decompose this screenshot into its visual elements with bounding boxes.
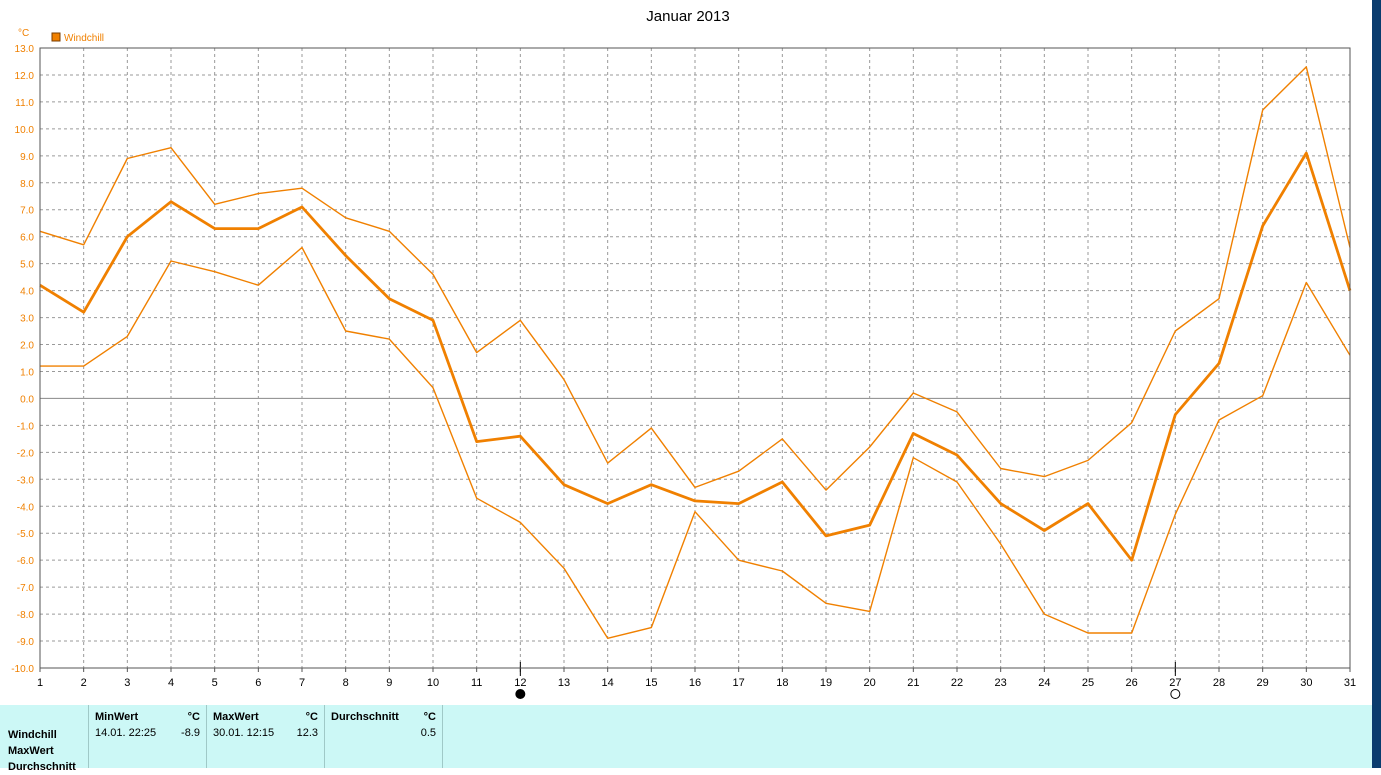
y-tick-label: 13.0 — [15, 44, 35, 55]
legend-swatch — [51, 32, 61, 42]
y-tick-label: 4.0 — [20, 287, 34, 298]
x-tick-label: 28 — [1213, 677, 1225, 689]
axes: 13.012.011.010.09.08.07.06.05.04.03.02.0… — [11, 44, 1356, 689]
stat-avg-header: Durchschnitt — [331, 711, 399, 723]
row-label-durchschnitt: Durchschnitt — [8, 761, 76, 773]
x-tick-label: 4 — [168, 677, 174, 689]
x-tick-label: 23 — [995, 677, 1007, 689]
series-line-2 — [40, 246, 1351, 639]
series-line-1 — [39, 151, 1352, 562]
x-tick-label: 3 — [124, 677, 130, 689]
x-tick-label: 19 — [820, 677, 832, 689]
grid — [40, 48, 1350, 668]
moon-markers — [515, 662, 1181, 699]
x-tick-label: 30 — [1300, 677, 1312, 689]
stat-avg-value: 0.5 — [420, 727, 436, 739]
stat-max-value: 12.3 — [296, 727, 318, 739]
x-tick-label: 25 — [1082, 677, 1094, 689]
x-tick-label: 21 — [907, 677, 919, 689]
x-tick-label: 7 — [299, 677, 305, 689]
x-tick-label: 29 — [1257, 677, 1269, 689]
x-tick-label: 31 — [1344, 677, 1356, 689]
row-label-windchill: Windchill — [8, 729, 57, 741]
y-tick-label: 2.0 — [20, 341, 34, 352]
y-tick-label: 8.0 — [20, 179, 34, 190]
stat-min-unit: °C — [187, 711, 200, 723]
x-tick-label: 18 — [776, 677, 788, 689]
y-tick-label: 1.0 — [20, 367, 34, 378]
series-line-0 — [39, 66, 1351, 491]
x-tick-label: 13 — [558, 677, 570, 689]
y-tick-label: 6.0 — [20, 233, 34, 244]
x-tick-label: 22 — [951, 677, 963, 689]
x-tick-label: 17 — [733, 677, 745, 689]
window-edge — [1372, 0, 1381, 768]
statistics-panel: Windchill MaxWert Durchschnitt MinWert °… — [0, 705, 1372, 773]
stat-max-unit: °C — [305, 711, 318, 723]
x-tick-label: 8 — [343, 677, 349, 689]
y-tick-label: -6.0 — [17, 556, 35, 567]
legend-label: Windchill — [64, 33, 104, 44]
full-moon-icon — [515, 689, 526, 699]
x-tick-label: 2 — [81, 677, 87, 689]
y-tick-label: -8.0 — [17, 610, 35, 621]
chart: Januar 2013 °C Windchill 13.012.011.010.… — [11, 8, 1356, 699]
x-tick-label: 27 — [1169, 677, 1181, 689]
x-tick-label: 15 — [645, 677, 657, 689]
y-tick-label: -4.0 — [17, 502, 35, 513]
y-tick-label: -5.0 — [17, 529, 35, 540]
y-tick-label: 7.0 — [20, 206, 34, 217]
stat-max-time: 30.01. 12:15 — [213, 727, 275, 739]
y-tick-label: -1.0 — [17, 421, 35, 432]
y-axis-unit: °C — [18, 28, 29, 39]
y-tick-label: -7.0 — [17, 583, 35, 594]
stat-min-value: -8.9 — [181, 727, 200, 739]
series-lines — [39, 66, 1352, 639]
stat-avg-column: Durchschnitt °C 0.5 — [324, 705, 443, 768]
x-tick-label: 20 — [864, 677, 876, 689]
y-tick-label: 0.0 — [20, 394, 34, 405]
y-tick-label: 11.0 — [15, 98, 34, 109]
y-tick-label: -2.0 — [17, 448, 35, 459]
y-tick-label: 10.0 — [15, 125, 35, 136]
x-tick-label: 10 — [427, 677, 439, 689]
stat-max-column: MaxWert °C 30.01. 12:15 12.3 — [206, 705, 324, 768]
x-tick-label: 16 — [689, 677, 701, 689]
y-tick-label: 12.0 — [15, 71, 35, 82]
y-tick-label: 3.0 — [20, 314, 34, 325]
x-tick-label: 1 — [37, 677, 43, 689]
plot-frame — [39, 47, 1351, 669]
legend: Windchill — [51, 32, 104, 44]
x-tick-label: 12 — [514, 677, 526, 689]
new-moon-icon — [1170, 689, 1181, 699]
y-tick-label: -3.0 — [17, 475, 35, 486]
x-tick-label: 11 — [471, 677, 482, 689]
stat-min-column: MinWert °C 14.01. 22:25 -8.9 — [88, 705, 206, 768]
y-tick-label: 9.0 — [20, 152, 34, 163]
row-label-maxwert: MaxWert — [8, 745, 54, 757]
stat-avg-unit: °C — [423, 711, 436, 723]
x-tick-label: 5 — [212, 677, 218, 689]
x-tick-label: 9 — [386, 677, 392, 689]
x-tick-label: 24 — [1038, 677, 1050, 689]
stat-max-header: MaxWert — [213, 711, 259, 723]
x-tick-label: 6 — [255, 677, 261, 689]
x-tick-label: 26 — [1126, 677, 1138, 689]
y-tick-label: 5.0 — [20, 260, 34, 271]
x-tick-label: 14 — [602, 677, 614, 689]
stat-min-time: 14.01. 22:25 — [95, 727, 157, 739]
chart-title: Januar 2013 — [646, 8, 729, 25]
y-tick-label: -10.0 — [11, 664, 34, 675]
stat-min-header: MinWert — [95, 711, 139, 723]
y-tick-label: -9.0 — [17, 637, 35, 648]
